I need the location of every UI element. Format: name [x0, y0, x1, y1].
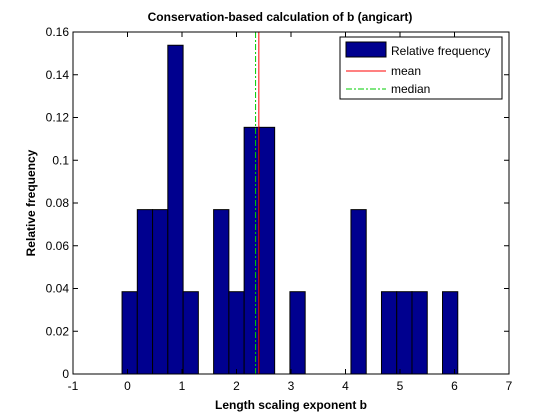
histogram-bar [350, 209, 367, 375]
x-tick-label: -1 [68, 379, 79, 393]
x-tick-label: 7 [506, 379, 513, 393]
legend-label-median: median [391, 82, 430, 96]
x-tick-label: 1 [179, 379, 186, 393]
y-tick-label: 0.12 [46, 111, 70, 125]
histogram-bar [152, 209, 169, 375]
histogram-bar [442, 291, 459, 375]
reference-lines [255, 32, 260, 374]
histogram-bar [136, 209, 154, 375]
y-tick-label: 0.08 [46, 196, 70, 210]
y-axis-label: Relative frequency [24, 149, 38, 256]
histogram-bar [411, 291, 428, 375]
histogram-bar [380, 291, 398, 375]
x-tick-label: 4 [342, 379, 349, 393]
legend: Relative frequency mean median [339, 36, 503, 100]
bars-group [121, 44, 459, 375]
x-tick-label: 3 [288, 379, 295, 393]
y-tick-label: 0.04 [46, 282, 70, 296]
x-tick-label: 0 [124, 379, 131, 393]
histogram-bar [289, 291, 306, 375]
y-tick-label: 0.06 [46, 239, 70, 253]
y-tick-label: 0.1 [52, 153, 69, 167]
chart-title: Conservation-based calculation of b (ang… [148, 10, 413, 24]
legend-label-relative-frequency: Relative frequency [391, 44, 490, 58]
histogram-bar [396, 291, 413, 375]
histogram-bar [182, 291, 199, 375]
y-axis-ticks: 0 0.02 0.04 0.06 0.08 0.1 0.12 0.14 0.16 [46, 25, 509, 381]
histogram-bar [167, 44, 184, 375]
x-tick-label: 6 [451, 379, 458, 393]
y-tick-label: 0 [62, 367, 69, 381]
y-tick-label: 0.02 [46, 324, 70, 338]
x-tick-label: 2 [233, 379, 240, 393]
histogram-bar [213, 209, 230, 375]
histogram-bar [258, 126, 276, 375]
x-axis-ticks: -1 0 1 2 3 4 5 6 7 [68, 32, 513, 393]
legend-label-mean: mean [391, 64, 421, 78]
x-axis-label: Length scaling exponent b [215, 398, 367, 412]
y-tick-label: 0.14 [46, 68, 70, 82]
y-tick-label: 0.16 [46, 25, 70, 39]
histogram-bar [228, 291, 245, 375]
x-tick-label: 5 [397, 379, 404, 393]
histogram-bar [121, 291, 138, 375]
legend-swatch-relative-frequency [345, 41, 387, 58]
histogram-bar [243, 126, 260, 375]
